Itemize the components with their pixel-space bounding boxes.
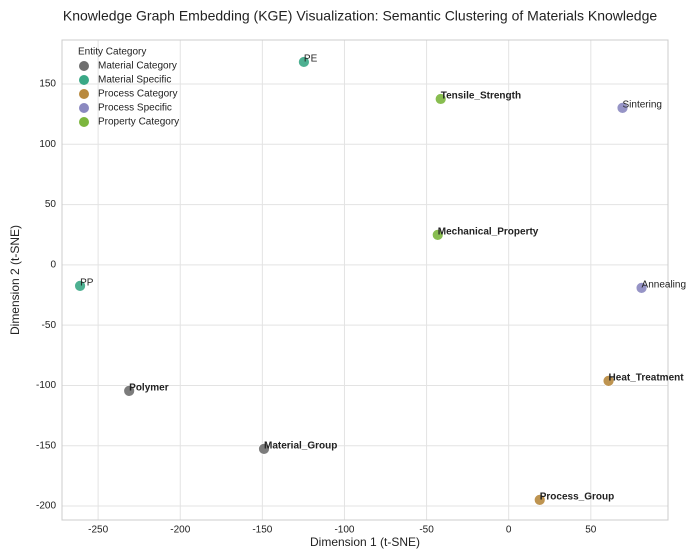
point (74, 279, 86, 292)
legend-marker (79, 89, 89, 99)
point-label: Annealing (642, 280, 686, 291)
point (602, 374, 615, 387)
point-label: Mechanical_Property (438, 226, 539, 237)
legend-label: Material Specific (98, 75, 171, 86)
x-tick-label: -200 (170, 525, 190, 536)
point-label: Process_Group (540, 492, 614, 503)
x-tick-label: -100 (334, 525, 354, 536)
legend-marker (79, 75, 89, 85)
point (616, 101, 629, 114)
x-tick-label: -150 (252, 525, 272, 536)
point (298, 56, 310, 68)
y-tick-label: -100 (36, 380, 56, 391)
point (434, 93, 447, 105)
point-label: PP (80, 277, 94, 288)
x-axis-label: Dimension 1 (t-SNE) (310, 535, 420, 549)
x-tick-label: 0 (506, 525, 512, 536)
x-tick-label: 50 (585, 525, 597, 536)
point (258, 442, 270, 455)
legend-marker (79, 103, 89, 113)
legend-label: Process Category (98, 89, 177, 100)
point-label: Polymer (129, 383, 169, 394)
y-axis-label: Dimension 2 (t-SNE) (8, 225, 22, 335)
legend-title: Entity Category (78, 47, 146, 58)
y-tick-label: -150 (36, 440, 56, 451)
point-label: Heat_Treatment (609, 372, 685, 383)
y-tick-label: -50 (42, 320, 57, 331)
y-tick-label: 50 (45, 199, 57, 210)
point (635, 281, 648, 294)
point-label: PE (304, 54, 318, 65)
point (431, 228, 444, 241)
plot-frame (61, 39, 669, 521)
x-tick-label: -50 (419, 525, 434, 536)
y-tick-label: 100 (39, 139, 56, 150)
y-tick-label: 150 (39, 79, 56, 90)
legend-label: Property Category (98, 117, 179, 128)
point-label: Material_Group (264, 441, 337, 452)
legend-marker (79, 61, 89, 71)
chart-title: Knowledge Graph Embedding (KGE) Visualiz… (63, 8, 657, 24)
legend-label: Process Specific (98, 103, 172, 114)
x-tick-label: -250 (88, 525, 108, 536)
legend-marker (79, 117, 89, 127)
y-tick-label: -200 (36, 501, 56, 512)
point-label: Tensile_Strength (441, 91, 521, 102)
y-tick-label: 0 (50, 260, 56, 271)
point (123, 384, 136, 397)
point-label: Sintering (623, 100, 662, 111)
legend-label: Material Category (98, 61, 177, 72)
point (533, 493, 546, 506)
